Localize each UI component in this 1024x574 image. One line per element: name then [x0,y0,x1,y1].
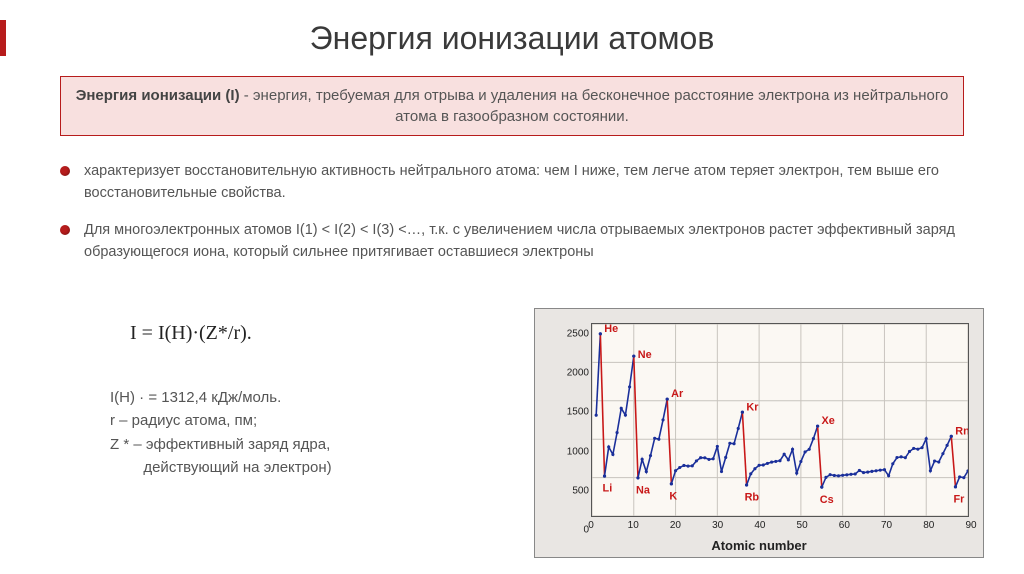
parameters: I(H) · = 1312,4 кДж/моль. r – радиус ато… [110,386,332,479]
svg-text:Rn: Rn [955,425,968,437]
param-line: r – радиус атома, пм; [110,409,332,432]
svg-text:Kr: Kr [746,401,759,413]
param-line: Z * – эффективный заряд ядра, [110,433,332,456]
svg-text:Ar: Ar [671,388,684,400]
plot-svg: He Ne Ar Kr Xe Rn Li Na K Rb Cs Fr [592,324,968,516]
definition-text: - энергия, требуемая для отрыва и удален… [240,87,949,125]
bullet-list: характеризует восстановительную активнос… [60,160,964,278]
bullet-item: характеризует восстановительную активнос… [60,160,964,205]
svg-text:Xe: Xe [822,415,835,427]
svg-text:Ne: Ne [638,349,652,361]
svg-text:Cs: Cs [820,494,834,506]
svg-text:K: K [669,491,677,503]
definition-box: Энергия ионизации (I) - энергия, требуем… [60,76,964,136]
svg-text:Na: Na [636,485,651,497]
formula: I = I(H)·(Z*/r). [130,322,252,345]
bullet-item: Для многоэлектронных атомов I(1) < I(2) … [60,219,964,264]
ionization-chart: Ionization energy (kJ/mol) Atomic number… [534,308,984,558]
svg-text:Li: Li [603,483,613,495]
plot-area: He Ne Ar Kr Xe Rn Li Na K Rb Cs Fr [591,323,969,517]
page-title: Энергия ионизации атомов [0,20,1024,57]
svg-text:Rb: Rb [745,492,760,504]
param-line: действующий на электрон) [110,456,332,479]
definition-term: Энергия ионизации (I) [76,87,240,104]
x-axis-label: Atomic number [535,538,983,553]
svg-text:He: He [604,324,618,335]
svg-text:Fr: Fr [953,494,965,506]
param-line: I(H) · = 1312,4 кДж/моль. [110,386,332,409]
